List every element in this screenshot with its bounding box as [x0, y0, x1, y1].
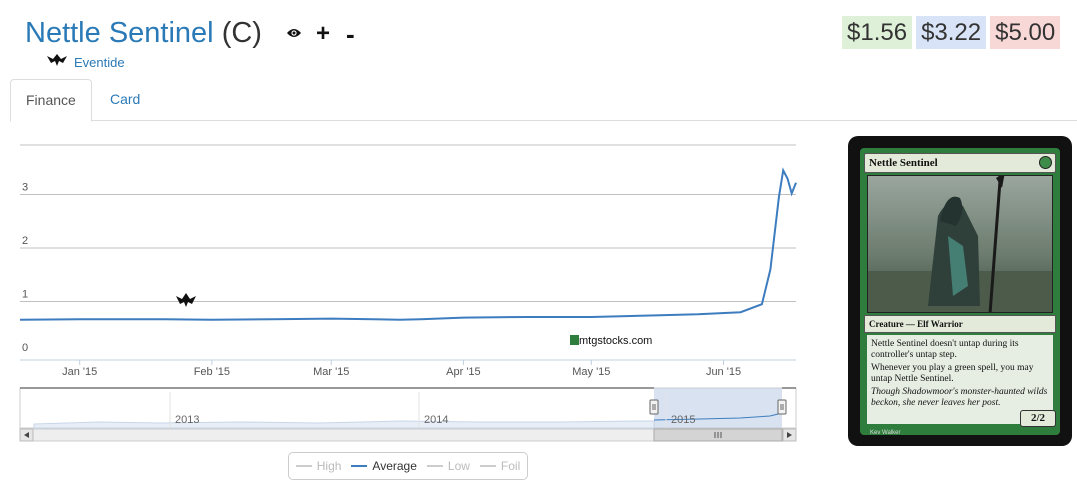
card-rules-text: Whenever you play a green spell, you may… [871, 363, 1034, 384]
chart-navigator[interactable]: 2013 2014 2015 [19, 387, 797, 429]
y-tick-label: 1 [22, 289, 28, 301]
legend-item-low[interactable]: Low [426, 459, 470, 473]
card-rules-text: Nettle Sentinel doesn't untap during its… [871, 339, 1019, 360]
card-type-line: Creature — Elf Warrior [864, 315, 1056, 333]
mtgstocks-logo-icon [570, 335, 579, 345]
navigator-selection[interactable] [654, 388, 782, 428]
legend-line-icon [351, 465, 368, 467]
set-info: Eventide [46, 53, 125, 71]
y-tick-label: 2 [22, 235, 28, 247]
tab-finance[interactable]: Finance [10, 79, 92, 122]
x-tick-label: Apr '15 [446, 366, 481, 378]
legend-item-foil[interactable]: Foil [479, 459, 521, 473]
set-link[interactable]: Eventide [74, 54, 125, 70]
low-price-badge: $1.56 [842, 16, 913, 49]
chart-legend: High Average Low Foil [288, 452, 528, 480]
price-badges: $1.56 $3.22 $5.00 [842, 16, 1061, 49]
card-title: Nettle Sentinel (C) [25, 14, 262, 52]
navigator-right-handle[interactable] [777, 399, 787, 415]
card-text-box: Nettle Sentinel doesn't untap during its… [867, 335, 1053, 424]
navigator-year-label: 2014 [424, 414, 448, 426]
card-flavor-text: Though Shadowmoor's monster-haunted wild… [871, 387, 1048, 408]
average-price-badge: $3.22 [916, 16, 987, 49]
legend-line-icon [479, 465, 496, 467]
y-tick-label: 0 [22, 342, 28, 354]
high-price-badge: $5.00 [990, 16, 1061, 49]
x-tick-label: Jun '15 [706, 366, 741, 378]
navigator-left-handle[interactable] [649, 399, 659, 415]
tab-card[interactable]: Card [110, 91, 141, 107]
x-tick-label: Mar '15 [313, 366, 349, 378]
legend-line-icon [426, 465, 443, 467]
card-artwork [867, 175, 1053, 313]
green-mana-icon [1039, 156, 1052, 169]
legend-label: High [316, 459, 342, 473]
legend-item-average[interactable]: Average [351, 459, 417, 473]
navigator-year-label: 2015 [671, 414, 695, 426]
remove-from-collection-button[interactable]: - [346, 19, 355, 49]
legend-line-icon [295, 465, 312, 467]
card-artist: Kev Walker [870, 430, 901, 436]
watermark-text: mtgstocks.com [579, 335, 652, 347]
x-axis-ticks: Jan '15 Feb '15 Mar '15 Apr '15 May '15 Jun '… [62, 360, 741, 378]
series-line-average [19, 167, 797, 321]
eventide-set-icon [46, 53, 68, 72]
card-frame: Nettle Sentinel Creature — Elf Warrior N… [860, 148, 1060, 436]
event-marker-icon [176, 293, 196, 307]
legend-label: Foil [500, 459, 521, 473]
chart-grid [20, 144, 796, 361]
x-tick-label: May '15 [572, 366, 610, 378]
tab-bar: Finance Card [10, 79, 1077, 122]
eye-icon[interactable] [286, 26, 306, 43]
x-tick-label: Feb '15 [194, 366, 230, 378]
card-name[interactable]: Nettle Sentinel [25, 17, 214, 49]
price-chart[interactable]: 0 1 2 3 Jan '15 Feb '15 Mar '15 Apr '15 May '15… [0, 130, 810, 450]
card-image-name-text: Nettle Sentinel [869, 157, 938, 169]
chevron-right-icon [787, 432, 792, 438]
watermark: mtgstocks.com [570, 335, 652, 347]
y-tick-label: 3 [22, 182, 28, 194]
chevron-left-icon [24, 432, 29, 438]
card-image: Nettle Sentinel Creature — Elf Warrior N… [848, 136, 1072, 446]
legend-label: Average [372, 459, 417, 473]
y-axis-ticks: 0 1 2 3 [22, 182, 28, 355]
card-image-name: Nettle Sentinel [864, 153, 1056, 173]
x-tick-label: Jan '15 [62, 366, 97, 378]
card-rarity: (C) [221, 17, 262, 49]
add-to-collection-button[interactable]: + [316, 20, 331, 47]
card-power-toughness: 2/2 [1020, 410, 1056, 427]
chart-scrollbar[interactable] [19, 428, 797, 442]
legend-label: Low [447, 459, 470, 473]
legend-item-high[interactable]: High [295, 459, 342, 473]
title-actions: + - [284, 21, 355, 47]
navigator-year-label: 2013 [175, 414, 199, 426]
